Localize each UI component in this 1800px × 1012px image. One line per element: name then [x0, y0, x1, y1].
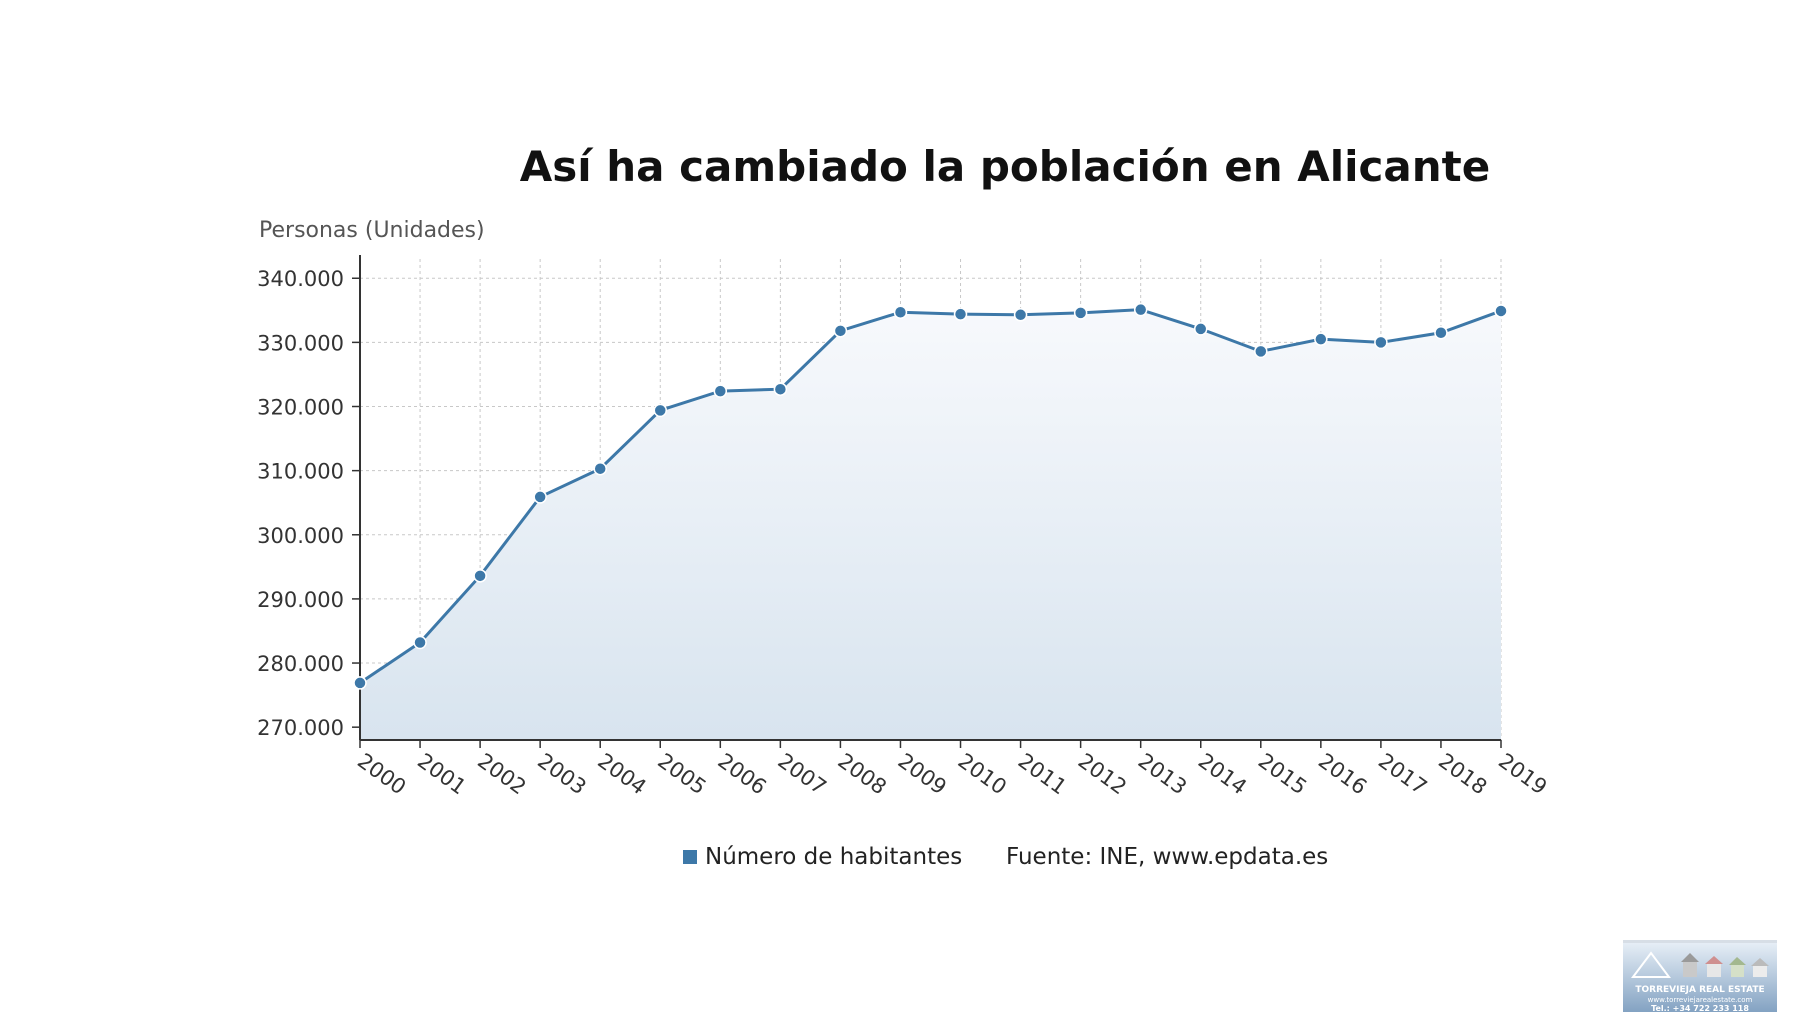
data-point-2008	[833, 324, 848, 338]
x-tick-label: 2019	[1494, 749, 1551, 800]
y-tick-label: 310.000	[257, 460, 344, 484]
x-tick-label: 2012	[1074, 749, 1131, 800]
data-point-2012	[1073, 306, 1088, 320]
data-point-2006	[713, 384, 728, 398]
x-tick-label: 2000	[353, 749, 410, 800]
watermark-web: www.torreviejarealestate.com	[1647, 996, 1753, 1004]
source-label: Fuente: INE, www.epdata.es	[1006, 844, 1328, 870]
chart-title: Así ha cambiado la población en Alicante	[519, 142, 1491, 191]
data-point-2015	[1254, 344, 1268, 359]
x-tick-label: 2002	[473, 749, 530, 800]
legend-label: Número de habitantes	[705, 844, 962, 870]
x-tick-label: 2010	[954, 749, 1011, 800]
x-tick-label: 2007	[773, 749, 830, 800]
x-tick-label: 2006	[713, 749, 770, 800]
series-points	[353, 302, 1508, 690]
x-tick-label: 2011	[1014, 749, 1071, 800]
x-tick-label: 2004	[593, 749, 650, 800]
data-point-2011	[1013, 308, 1028, 322]
x-tick-label: 2017	[1374, 749, 1431, 800]
x-tick-label: 2013	[1134, 749, 1191, 800]
y-tick-labels: 270.000 280.000 290.000 300.000 310.000 320.0…	[257, 267, 344, 740]
y-tick-label: 340.000	[257, 267, 344, 291]
x-tick-label: 2016	[1314, 749, 1371, 800]
watermark-name: TORREVIEJA REAL ESTATE	[1635, 985, 1765, 995]
house-icon	[1631, 951, 1769, 978]
series-area	[360, 309, 1501, 740]
x-tick-label: 2005	[653, 749, 710, 800]
data-point-2014	[1193, 322, 1208, 336]
x-tick-label: 2018	[1434, 749, 1491, 800]
data-point-2003	[533, 490, 547, 504]
series-line-numero-de-habitantes	[359, 308, 1502, 685]
data-point-2000	[353, 676, 367, 690]
data-point-2004	[593, 461, 607, 476]
y-tick-label: 290.000	[257, 588, 344, 612]
x-tick-label: 2003	[533, 749, 590, 800]
y-tick-label: 320.000	[257, 396, 344, 420]
y-tick-label: 280.000	[257, 652, 344, 676]
y-tick-label: 270.000	[257, 716, 344, 740]
data-point-2016	[1314, 332, 1328, 346]
data-point-2009	[893, 305, 908, 319]
x-tick-label: 2009	[894, 749, 951, 800]
watermark-tel: Tel.: +34 722 233 118	[1651, 1004, 1749, 1012]
data-point-2005	[653, 403, 668, 418]
data-point-2017	[1374, 335, 1388, 350]
y-tick-label: 330.000	[257, 331, 344, 355]
x-tick-label: 2001	[413, 749, 470, 800]
watermark-logo: TORREVIEJA REAL ESTATE www.torreviejarea…	[1623, 940, 1777, 1012]
data-point-2019	[1494, 304, 1508, 318]
data-point-2002	[473, 569, 487, 583]
legend-swatch	[683, 850, 697, 864]
x-tick-label: 2015	[1254, 749, 1311, 800]
y-axis-label: Personas (Unidades)	[259, 218, 485, 243]
axes	[352, 255, 1502, 748]
y-tick-label: 300.000	[257, 524, 344, 548]
data-point-2001	[413, 635, 427, 650]
data-point-2010	[953, 307, 968, 321]
x-tick-label: 2008	[833, 749, 890, 800]
x-tick-labels: 2000 2001 2002 2003 2004 2005 2006 2007 2008 2009…	[353, 749, 1551, 800]
data-point-2013	[1133, 302, 1148, 317]
data-point-2018	[1434, 326, 1448, 340]
legend: Número de habitantes Fuente: INE, www.ep…	[683, 844, 1328, 870]
x-tick-label: 2014	[1194, 749, 1251, 800]
data-point-2007	[773, 382, 788, 396]
